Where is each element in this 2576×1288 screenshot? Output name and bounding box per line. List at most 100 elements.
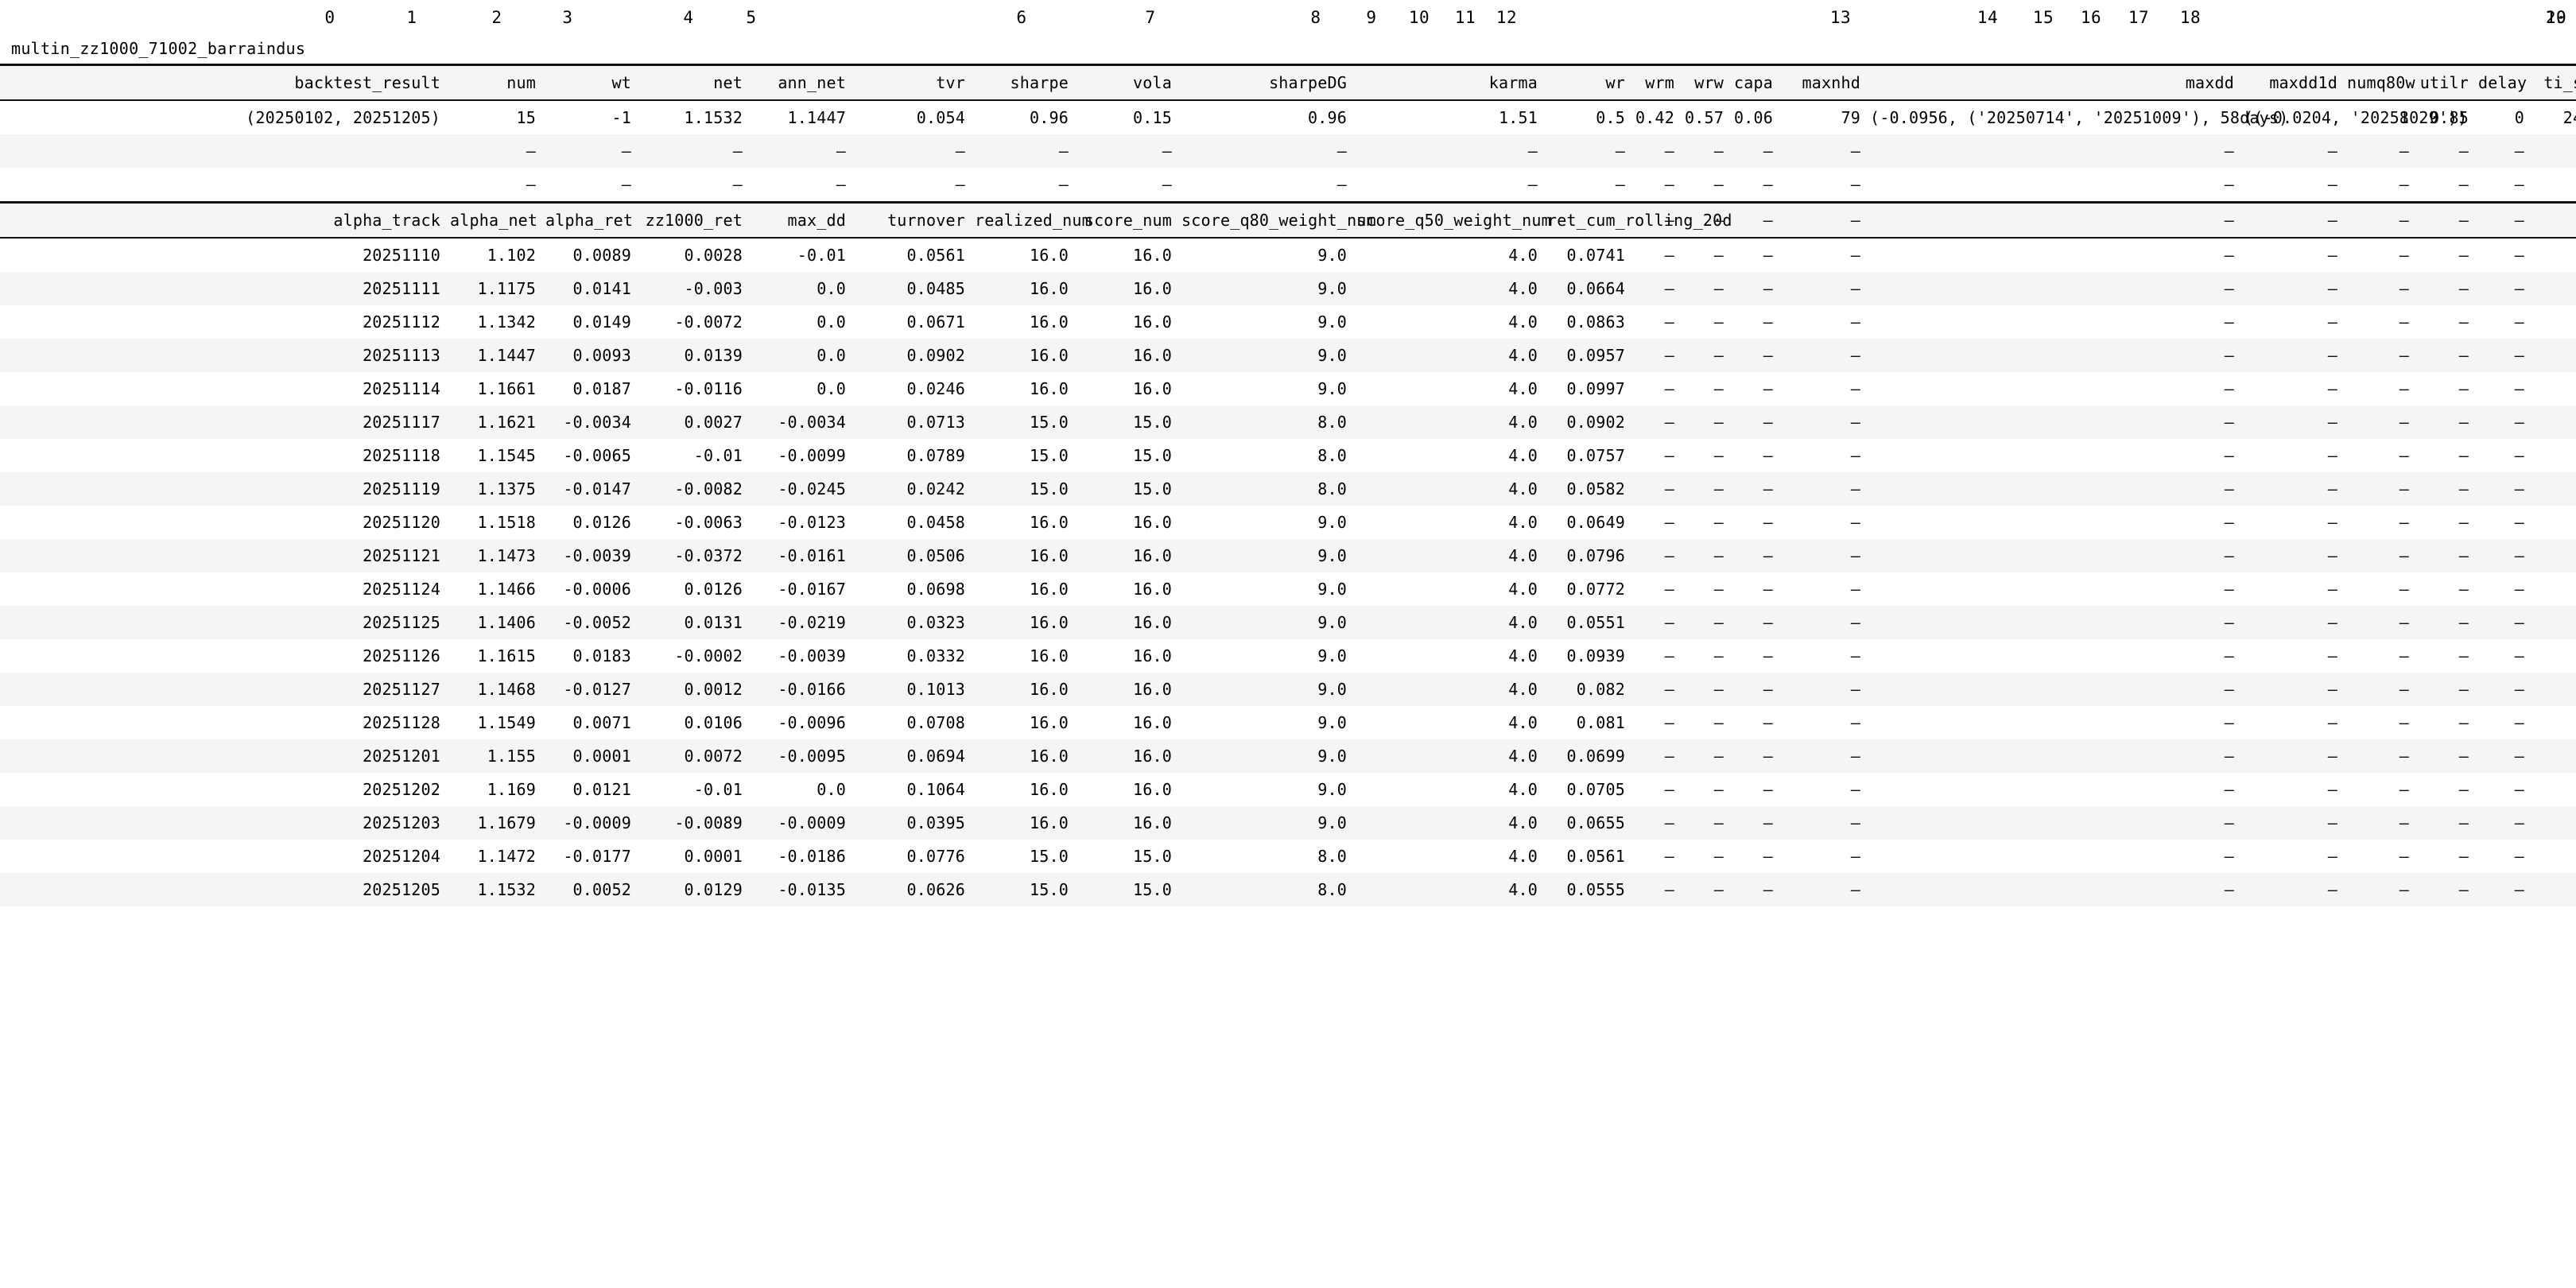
alpha-track-cell: — bbox=[2399, 847, 2409, 866]
summary-cell: — bbox=[732, 175, 743, 194]
alpha-track-cell: — bbox=[2327, 780, 2337, 799]
alpha-track-cell: 16.0 bbox=[1133, 713, 1172, 732]
alpha-track-cell: 4.0 bbox=[1508, 546, 1538, 565]
alpha-track-cell: — bbox=[2514, 246, 2524, 265]
alpha-track-cell: 0.0332 bbox=[906, 646, 965, 665]
alpha-track-cell: 20251118 bbox=[363, 446, 440, 465]
alpha-track-cell: 15.0 bbox=[1030, 479, 1069, 499]
alpha-track-cell: — bbox=[1763, 680, 1773, 699]
alpha-track-cell: — bbox=[2224, 546, 2234, 565]
alpha-track-cell: 9.0 bbox=[1317, 747, 1347, 766]
alpha-track-cell: — bbox=[2327, 446, 2337, 465]
alpha-track-cell: 16.0 bbox=[1030, 546, 1069, 565]
alpha-track-cell: — bbox=[2529, 305, 2576, 339]
alpha-track-cell: — bbox=[2327, 680, 2337, 699]
alpha-track-row: 20251117 1.1621 -0.0034 0.0027 -0.0034 0.0713… bbox=[0, 405, 2576, 439]
alpha-track-cell: — bbox=[1850, 613, 1860, 632]
alpha-track-cell: 0.0121 bbox=[572, 780, 631, 799]
alpha-track-cell: — bbox=[2224, 580, 2234, 599]
alpha-track-cell: 0.0997 bbox=[1566, 379, 1625, 398]
alpha-track-row: 20251112 1.1342 0.0149 -0.0072 0.0 0.0671 16.0… bbox=[0, 305, 2576, 339]
alpha-track-cell: 1.1549 bbox=[477, 713, 536, 732]
alpha-track-cell: 0.0555 bbox=[1566, 880, 1625, 899]
alpha-track-cell: — bbox=[2514, 279, 2524, 298]
summary-cell: 0.42 bbox=[1635, 108, 1674, 127]
alpha-track-cell: -0.0372 bbox=[674, 546, 743, 565]
summary-col-header: capa bbox=[1728, 64, 1778, 101]
alpha-track-cell: 0.0323 bbox=[906, 613, 965, 632]
alpha-track-cell: 15.0 bbox=[1133, 479, 1172, 499]
alpha-track-cell: 20251202 bbox=[363, 780, 440, 799]
alpha-track-cell: 1.1532 bbox=[477, 880, 536, 899]
alpha-track-cell: 20251204 bbox=[363, 847, 440, 866]
alpha-track-cell: — bbox=[2458, 446, 2469, 465]
alpha-track-cell: — bbox=[2514, 613, 2524, 632]
alpha-track-cell: — bbox=[1713, 513, 1724, 532]
alpha-track-cell: -0.0034 bbox=[778, 413, 846, 432]
alpha-track-cell: — bbox=[1713, 312, 1724, 332]
summary-cell: 1.51 bbox=[1499, 108, 1538, 127]
alpha-track-cell: — bbox=[1713, 546, 1724, 565]
alpha-track-cell: 20251124 bbox=[363, 580, 440, 599]
alpha-track-col-header: — bbox=[2473, 201, 2529, 239]
alpha-track-cell: 0.0705 bbox=[1566, 780, 1625, 799]
alpha-track-cell: 16.0 bbox=[1030, 346, 1069, 365]
alpha-track-cell: — bbox=[1850, 379, 1860, 398]
alpha-track-cell: — bbox=[2529, 372, 2576, 405]
summary-cell: — bbox=[1615, 175, 1625, 194]
alpha-track-cell: — bbox=[1713, 713, 1724, 732]
alpha-track-cell: 16.0 bbox=[1030, 646, 1069, 665]
alpha-track-col-header: — bbox=[1778, 201, 1865, 239]
alpha-track-cell: -0.0099 bbox=[778, 446, 846, 465]
alpha-track-cell: — bbox=[1664, 713, 1674, 732]
alpha-track-cell: 4.0 bbox=[1508, 847, 1538, 866]
alpha-track-cell: — bbox=[1664, 880, 1674, 899]
alpha-track-cell: — bbox=[1664, 513, 1674, 532]
alpha-track-cell: 15.0 bbox=[1030, 446, 1069, 465]
column-index-strip: 0 1 2 3 4 5 6 7 8 9 10 11 12 13 14 15 16 17 18 19 20 bbox=[0, 0, 2576, 33]
alpha-track-row: 20251110 1.102 0.0089 0.0028 -0.01 0.0561 16.0… bbox=[0, 238, 2576, 272]
alpha-track-cell: 0.0789 bbox=[906, 446, 965, 465]
alpha-track-cell: — bbox=[2399, 646, 2409, 665]
alpha-track-cell: — bbox=[2458, 346, 2469, 365]
alpha-track-cell: 9.0 bbox=[1317, 680, 1347, 699]
alpha-track-cell: — bbox=[2458, 479, 2469, 499]
alpha-track-cell: 1.1375 bbox=[477, 479, 536, 499]
alpha-track-col-header: alpha_net bbox=[445, 201, 541, 239]
alpha-track-cell: — bbox=[2327, 713, 2337, 732]
alpha-track-cell: -0.0177 bbox=[563, 847, 631, 866]
alpha-track-col-header: score_q80_weight_num bbox=[1177, 201, 1376, 239]
column-index-8: 8 bbox=[1310, 8, 1321, 27]
alpha-track-cell: — bbox=[2224, 646, 2234, 665]
alpha-track-cell: -0.0167 bbox=[778, 580, 846, 599]
alpha-track-cell: 0.0141 bbox=[572, 279, 631, 298]
alpha-track-cell: 9.0 bbox=[1317, 546, 1347, 565]
alpha-track-cell: — bbox=[2458, 613, 2469, 632]
alpha-track-cell: — bbox=[1664, 279, 1674, 298]
alpha-track-cell: — bbox=[1850, 513, 1860, 532]
alpha-track-cell: 0.0072 bbox=[684, 747, 743, 766]
alpha-track-cell: 4.0 bbox=[1508, 813, 1538, 832]
alpha-track-cell: 0.0001 bbox=[684, 847, 743, 866]
alpha-track-cell: — bbox=[1763, 413, 1773, 432]
alpha-track-cell: — bbox=[1713, 646, 1724, 665]
alpha-track-cell: -0.01 bbox=[693, 446, 743, 465]
alpha-track-cell: — bbox=[2327, 379, 2337, 398]
alpha-track-cell: — bbox=[1763, 747, 1773, 766]
alpha-track-col-header: score_num bbox=[1073, 201, 1177, 239]
alpha-track-cell: — bbox=[1763, 813, 1773, 832]
alpha-track-cell: — bbox=[2399, 580, 2409, 599]
alpha-track-cell: — bbox=[1763, 312, 1773, 332]
alpha-track-cell: — bbox=[2529, 840, 2576, 873]
alpha-track-cell: 0.1013 bbox=[906, 680, 965, 699]
alpha-track-cell: — bbox=[1763, 580, 1773, 599]
alpha-track-cell: -0.0082 bbox=[674, 479, 743, 499]
alpha-track-cell: — bbox=[2458, 780, 2469, 799]
alpha-track-cell: — bbox=[2327, 613, 2337, 632]
alpha-track-cell: — bbox=[1763, 646, 1773, 665]
alpha-track-row: 20251203 1.1679 -0.0009 -0.0089 -0.0009 0.039… bbox=[0, 806, 2576, 840]
alpha-track-cell: 0.0028 bbox=[684, 246, 743, 265]
alpha-track-cell: 16.0 bbox=[1133, 580, 1172, 599]
alpha-track-cell: 16.0 bbox=[1030, 813, 1069, 832]
alpha-track-col-header: — bbox=[2414, 201, 2473, 239]
